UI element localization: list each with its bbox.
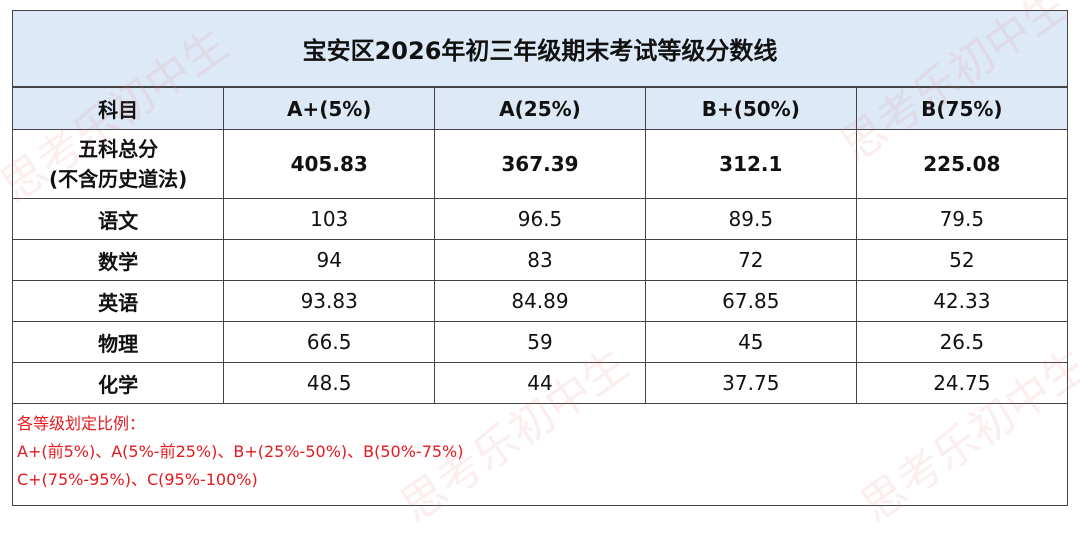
subject-cell: 五科总分 (不含历史道法) (13, 129, 225, 199)
column-header: A+(5%) (223, 87, 436, 130)
score-cell: 48.5 (223, 362, 436, 404)
score-cell: 93.83 (223, 280, 436, 322)
score-cell: 83 (434, 239, 646, 281)
subject-cell: 物理 (13, 321, 225, 363)
subject-cell: 化学 (13, 362, 225, 404)
score-cell: 52 (855, 239, 1067, 281)
score-cell: 24.75 (855, 362, 1067, 404)
table-frame: 宝安区2026年初三年级期末考试等级分数线 科目 A+(5%) A(25%) B+(5… (12, 10, 1068, 506)
score-cell: 84.89 (434, 280, 646, 322)
score-cell: 96.5 (434, 198, 646, 240)
note-line: 各等级划定比例： (17, 414, 146, 433)
table-row: 英语 93.83 84.89 67.85 42.33 (13, 280, 1067, 322)
score-cell: 89.5 (644, 198, 857, 240)
score-cell: 312.1 (644, 129, 857, 199)
column-header: B+(50%) (644, 87, 857, 130)
title: 宝安区2026年初三年级期末考试等级分数线 (13, 11, 1067, 87)
score-cell: 37.75 (644, 362, 857, 404)
subject-cell: 语文 (13, 198, 225, 240)
column-header: B(75%) (855, 87, 1067, 130)
score-cell: 59 (434, 321, 646, 363)
subject-cell: 英语 (13, 280, 225, 322)
score-cell: 66.5 (223, 321, 436, 363)
subject-cell: 数学 (13, 239, 225, 281)
header-row: 科目 A+(5%) A(25%) B+(50%) B(75%) (13, 87, 1067, 130)
column-header: 科目 (13, 87, 225, 130)
score-cell: 72 (644, 239, 857, 281)
score-cell: 405.83 (223, 129, 436, 199)
score-cell: 45 (644, 321, 857, 363)
table-row: 数学 94 83 72 52 (13, 239, 1067, 281)
note-line: C+(75%-95%)、C(95%-100%) (17, 470, 258, 489)
score-cell: 67.85 (644, 280, 857, 322)
notes: 各等级划定比例： A+(前5%)、A(5%-前25%)、B+(25%-50%)、B… (13, 404, 1067, 500)
score-cell: 94 (223, 239, 436, 281)
table-row: 化学 48.5 44 37.75 24.75 (13, 362, 1067, 404)
score-table: 科目 A+(5%) A(25%) B+(50%) B(75%) 五科总分 (不含历史道法)… (13, 87, 1067, 404)
score-cell: 79.5 (855, 198, 1067, 240)
score-cell: 26.5 (855, 321, 1067, 363)
column-header: A(25%) (434, 87, 646, 130)
table-row: 语文 103 96.5 89.5 79.5 (13, 198, 1067, 240)
note-line: A+(前5%)、A(5%-前25%)、B+(25%-50%)、B(50%-75%… (17, 442, 464, 461)
score-cell: 42.33 (855, 280, 1067, 322)
score-cell: 103 (223, 198, 436, 240)
table-row: 五科总分 (不含历史道法) 405.83 367.39 312.1 225.08 (13, 129, 1067, 199)
score-cell: 44 (434, 362, 646, 404)
score-cell: 225.08 (855, 129, 1067, 199)
score-cell: 367.39 (434, 129, 646, 199)
table-row: 物理 66.5 59 45 26.5 (13, 321, 1067, 363)
